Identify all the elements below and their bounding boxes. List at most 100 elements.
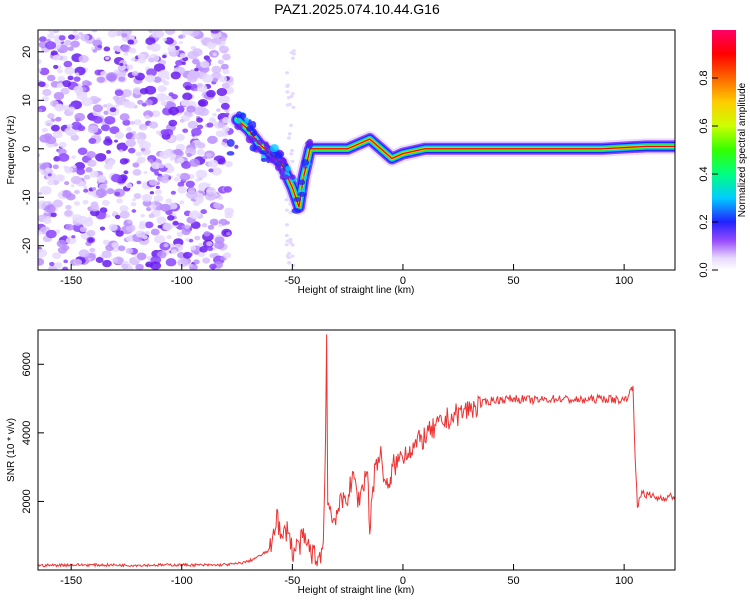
noise-blob [114,139,118,143]
noise-blob [67,46,74,52]
noise-blob [68,106,76,112]
noise-blob [96,174,107,183]
noise-blob [212,202,221,209]
noise-blob [78,54,89,63]
noise-blob [81,97,93,107]
noise-blob [163,243,169,248]
noise-blob [78,32,83,36]
noise-blob [160,101,167,106]
ridge-blob [298,179,306,186]
noise-blob [154,235,166,244]
ridge-blob [285,165,291,172]
top-y-axis: -20 -10 0 10 20 [21,46,44,254]
noise-blob [162,222,174,231]
noise-blob [285,239,290,243]
noise-blob [45,136,57,145]
noise-blob [186,152,193,158]
noise-blob [148,57,155,63]
noise-blob [47,113,55,119]
noise-blob [144,99,153,106]
noise-blob [218,95,230,105]
noise-blob [154,171,160,176]
ridge-blob [260,157,268,162]
noise-blob [221,125,230,132]
noise-blob [57,75,66,82]
noise-blob [189,158,200,167]
noise-blob [116,198,124,204]
noise-blob [221,82,230,89]
noise-blob [106,188,115,195]
noise-blob [181,227,191,236]
noise-blob [140,147,146,152]
noise-blob [67,34,75,40]
noise-blob [288,211,293,215]
noise-blob [175,59,183,66]
noise-blob [103,46,111,52]
noise-blob [160,176,170,184]
noise-blob [184,85,192,91]
noise-blob [285,71,290,75]
noise-blob [190,70,196,75]
noise-blob [207,246,214,252]
noise-blob [107,30,118,38]
noise-blob [101,250,112,259]
noise-blob [126,64,134,70]
noise-blob [38,68,42,72]
noise-blob [196,149,205,156]
noise-blob [131,70,139,77]
noise-blob [41,127,48,133]
noise-blob [53,30,60,34]
noise-blob [177,258,189,267]
noise-blob [114,89,124,97]
noise-blob [205,191,217,201]
noise-blob [164,149,172,156]
noise-blob [201,74,214,83]
noise-blob [38,58,42,65]
noise-blob [44,204,56,213]
noise-blob [133,193,142,199]
noise-blob [206,183,211,187]
bottom-ytick-label: 6000 [21,352,33,376]
colorbar-tick-label: 0.8 [698,70,710,85]
noise-blob [136,138,146,145]
noise-blob [50,124,60,132]
noise-blob [193,201,200,207]
noise-blob [291,105,296,109]
noise-blob [74,112,86,122]
noise-blob [77,147,88,155]
noise-blob [99,226,106,231]
ridge-blob [256,139,264,145]
noise-blob [42,88,52,97]
noise-blob [91,30,98,33]
noise-blob [201,107,207,112]
noise-blob [45,41,57,50]
bottom-y-axis-label: SNR (10 * v/v) [6,418,17,482]
noise-blob [164,162,172,169]
noise-blob [88,237,94,243]
noise-blob [190,221,201,229]
noise-blob [54,103,65,112]
noise-blob [54,262,63,269]
noise-blob [202,257,211,264]
ridge-blob [289,174,296,180]
noise-blob [47,173,52,177]
noise-blob [284,233,289,238]
noise-blob [179,172,191,181]
noise-blob [38,36,47,43]
noise-blob [38,248,47,258]
noise-blob [119,149,124,153]
noise-blob [287,136,292,140]
noise-blob [50,50,58,56]
noise-blob [129,34,135,40]
noise-blob [187,252,193,257]
noise-blob [137,53,146,60]
noise-blob [66,123,73,129]
noise-blob [119,205,129,213]
noise-blob [179,53,187,59]
noise-blob [73,201,81,206]
noise-blob [223,252,232,259]
noise-blob [290,159,295,163]
bottom-ytick-label: 4000 [21,421,33,445]
snr-series [38,334,675,568]
noise-blob [188,238,194,243]
